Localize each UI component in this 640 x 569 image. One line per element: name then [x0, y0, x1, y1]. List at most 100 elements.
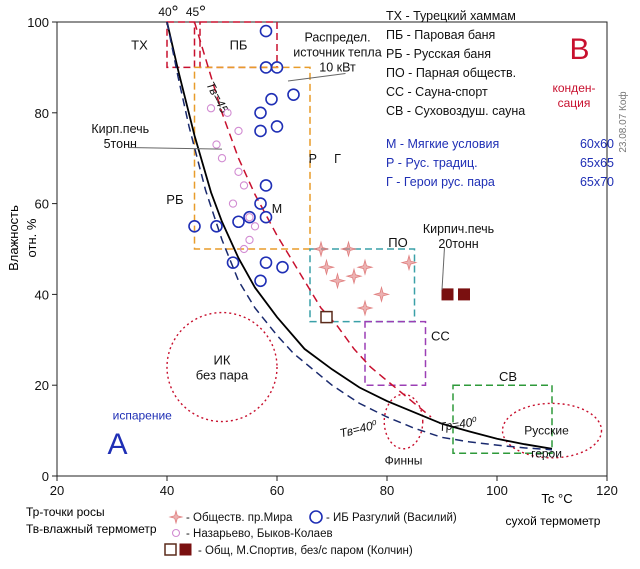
marker-circle-12	[210, 220, 223, 233]
legend-marker-small-circle	[171, 528, 181, 538]
y-tick-label-2: 40	[35, 287, 49, 302]
marker-square-filled-0	[441, 288, 454, 301]
annotation-kirpich5-1: 5тонн	[104, 137, 137, 151]
x-axis-label: Tc °C	[541, 491, 572, 506]
annotation-ik-label-0: ИК	[214, 353, 231, 368]
zone-PO	[309, 248, 416, 323]
legend-series-label-3: - Общ, М.Спортив, без/с паром (Колчин)	[198, 545, 413, 557]
top-label-40: 40	[158, 5, 172, 19]
zone-label-SV: СВ	[499, 369, 517, 384]
marker-circle-7	[254, 124, 267, 138]
marker-circle-16	[254, 274, 267, 288]
marker-small-circle-7	[228, 199, 238, 208]
legend-marker-circle	[309, 510, 323, 524]
zone-label-TX: ТХ	[131, 38, 148, 53]
y-tick-label-0: 0	[42, 469, 49, 484]
legend-zone-0: ТХ - Турецкий хаммам	[386, 9, 516, 23]
marker-circle-11	[232, 215, 245, 229]
x-tick-label-0: 20	[50, 483, 64, 498]
y-axis-label: Влажность	[6, 205, 21, 271]
zone-label-PO: ПО	[388, 235, 407, 250]
y-tick-label-5: 100	[27, 15, 49, 30]
marker-circle-6	[270, 120, 284, 133]
legend-zone-4: СС - Сауна-спорт	[386, 85, 488, 99]
marker-star-2	[317, 258, 336, 276]
marker-small-circle-4	[217, 154, 227, 163]
marker-star-3	[356, 258, 374, 276]
marker-circle-9	[254, 197, 267, 210]
x-axis-sublabel: сухой термометр	[506, 514, 601, 528]
legend-marker-square-filled	[179, 543, 192, 556]
annotation-raspred-1: источник тепла	[293, 46, 381, 60]
curve-0	[166, 21, 553, 450]
marker-star-1	[339, 240, 358, 258]
ellipse-ik	[166, 311, 278, 423]
marker-circle-14	[259, 210, 273, 224]
marker-star-5	[328, 272, 347, 290]
zone-label-PB: ПБ	[230, 38, 248, 53]
marker-small-circle-10	[245, 235, 254, 245]
footnote-wet: Тв-влажный термометр	[26, 522, 157, 536]
annotation-kirpich20-0: Кирпич.печь	[423, 222, 494, 236]
marker-star-0	[312, 240, 330, 258]
top-label-40-degree	[172, 5, 178, 11]
marker-circle-8	[259, 179, 273, 192]
marker-star-7	[356, 299, 374, 317]
legend-zone-2: РБ - Русская баня	[386, 47, 491, 61]
marker-circle-13	[188, 220, 201, 233]
legend-condition-value-1: 65х65	[580, 156, 614, 170]
annotation-leader-kirpich20	[441, 247, 445, 290]
zone-SV	[452, 384, 553, 455]
annotation-raspred-0: Распредел.	[304, 31, 370, 45]
marker-small-circle-8	[245, 213, 254, 222]
zone-SS	[364, 320, 427, 386]
curve-label-2: Тв=40⁰	[338, 418, 379, 441]
annotation-leader-raspred	[287, 73, 346, 82]
marker-small-circle-11	[239, 244, 249, 254]
y-axis-sublabel: отн. %	[24, 218, 39, 257]
x-tick-label-3: 80	[380, 483, 394, 498]
annotation-kirpich5-0: Кирп.печь	[91, 122, 149, 136]
legend-zone-1: ПБ - Паровая баня	[386, 28, 495, 42]
ellipse-finny	[383, 393, 424, 450]
ellipse-label-russkie: Русские	[524, 424, 569, 438]
marker-small-circle-3	[212, 140, 221, 149]
top-label-45: 45	[186, 5, 200, 19]
legend-condition-value-0: 60х60	[580, 137, 614, 151]
annotation-R-label-0: Р	[309, 152, 317, 166]
marker-square-filled-1	[458, 288, 470, 301]
marker-star-6	[372, 285, 391, 303]
marker-circle-2	[270, 61, 284, 74]
y-tick-label-1: 20	[35, 378, 49, 393]
annotation-leader-kirpich5	[128, 147, 223, 150]
top-label-45-degree	[200, 5, 205, 11]
curve-2	[166, 21, 553, 451]
y-tick-label-3: 60	[35, 197, 49, 212]
side-label: 23.08.07 Коф	[617, 91, 629, 152]
annotation-big-A-0: А	[107, 428, 127, 461]
x-tick-label-4: 100	[486, 483, 508, 498]
marker-star-8	[345, 267, 363, 285]
marker-small-circle-2	[234, 126, 243, 136]
x-tick-label-1: 40	[160, 483, 174, 498]
marker-star-4	[400, 254, 418, 272]
footnote-dew: Тр-точки росы	[26, 505, 105, 519]
annotation-raspred-2: 10 кВт	[319, 61, 356, 75]
zone-TX	[166, 21, 196, 69]
annotation-ik-label-1: без пара	[196, 368, 249, 383]
marker-small-circle-5	[234, 167, 243, 176]
annotation-G-label-0: Г	[334, 152, 341, 166]
legend-marker-star	[168, 509, 184, 525]
marker-circle-15	[259, 256, 273, 269]
zone-RB	[193, 66, 311, 250]
annotation-M-label-0: М	[272, 202, 282, 216]
marker-circle-17	[276, 260, 289, 274]
zone-label-SS: СС	[431, 328, 450, 343]
annotation-kirpich20-1: 20тонн	[438, 237, 478, 251]
marker-circle-5	[254, 106, 267, 120]
legend-series-label-1: - Назарьево, Быков-Колаев	[186, 528, 333, 540]
legend-series-label-2: - ИБ Разгулий (Василий)	[326, 512, 457, 524]
annotation-kondens-1: сация	[558, 96, 591, 110]
legend-condition-label-2: Г - Герои рус. пара	[386, 175, 495, 189]
